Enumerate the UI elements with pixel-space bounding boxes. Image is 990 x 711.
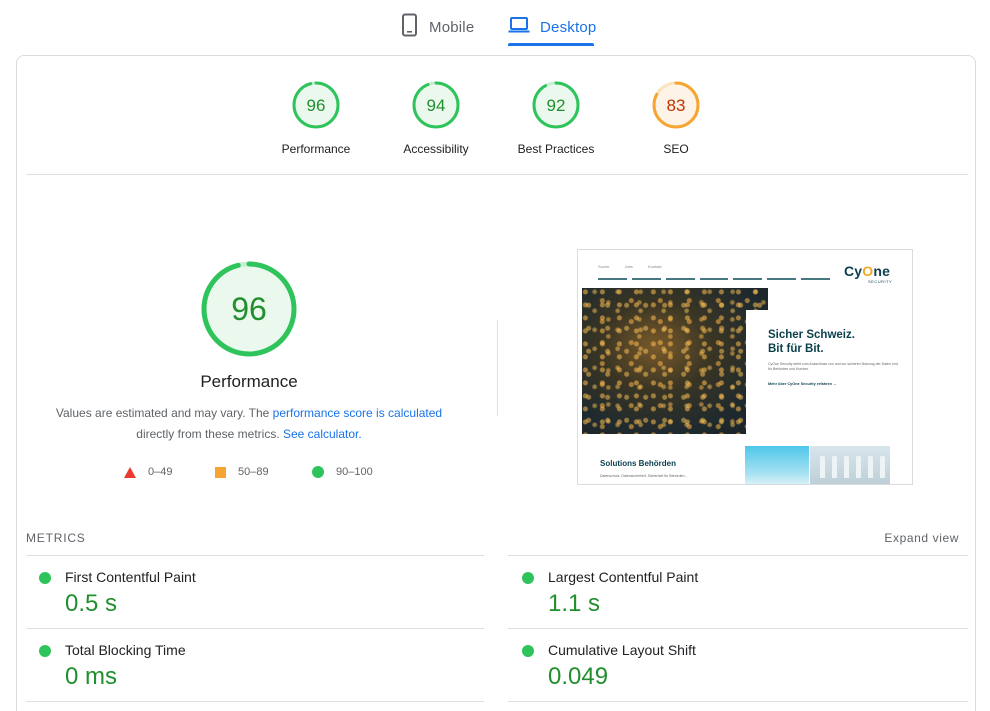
category-gauge-accessibility[interactable]: 94 Accessibility [376,80,496,156]
performance-score-link[interactable]: performance score is calculated [272,406,443,420]
gauge-score: 96 [307,96,326,115]
preview-headline: Sicher Schweiz. Bit für Bit. [768,329,855,355]
divider [26,555,484,556]
metric-largest-contentful-paint: Largest Contentful Paint 1.1 s [509,556,969,628]
gauge-ring: 83 [652,81,700,129]
gauge-ring: 94 [412,81,460,129]
performance-score: 96 [231,291,267,327]
laptop-icon [508,16,530,38]
preview-body-text: CyOne Security steht zum Ausschluss von … [768,362,898,371]
gauge-label: Performance [281,142,351,156]
legend-average: 50–89 [215,464,269,480]
triangle-icon [124,466,136,478]
legend-average-label: 50–89 [238,466,269,478]
preview-hero-image [582,288,768,434]
legend-fail: 0–49 [124,464,172,480]
gauge-label: SEO [663,142,689,156]
gauge-score: 83 [667,96,686,115]
preview-top-links: Suche Jobs Kontakt [598,264,662,269]
pass-circle-icon [522,645,534,657]
preview-hero-panel [746,310,912,436]
metric-total-blocking-time: Total Blocking Time 0 ms [26,629,486,701]
phone-icon [401,13,419,41]
preview-link: Mehr über CyOne Security erfahren → [768,382,837,386]
expand-view-toggle[interactable]: Expand view [884,531,959,545]
legend-pass: 90–100 [312,464,373,480]
category-gauge-seo[interactable]: 83 SEO [616,80,736,156]
preview-section-title: Solutions Behörden [600,459,676,468]
category-gauge-best-practices[interactable]: 92 Best Practices [496,80,616,156]
preview-section-text: Datenschutz, Datensicherheit, Sicherheit… [600,474,688,478]
gauge-score: 92 [547,96,566,115]
metric-name: Total Blocking Time [65,642,186,658]
preview-thumbnail [745,446,809,484]
gauge-label: Best Practices [517,142,595,156]
metric-name: Largest Contentful Paint [548,569,699,585]
metric-value: 0 ms [65,663,118,690]
metric-cumulative-layout-shift: Cumulative Layout Shift 0.049 [509,629,969,701]
gauge-score: 94 [427,96,446,115]
performance-title: Performance [200,372,298,391]
divider [508,628,968,629]
divider [508,555,968,556]
description-text: Values are estimated and may vary. The [55,406,273,420]
divider [26,174,968,175]
legend-fail-label: 0–49 [148,466,173,478]
tab-mobile-label: Mobile [429,18,475,36]
gauge-ring: 96 [292,81,340,129]
metrics-heading: METRICS [26,531,86,545]
description-text: directly from these metrics. [136,426,283,441]
tab-desktop[interactable]: Desktop [508,8,596,46]
metric-value: 1.1 s [548,590,601,617]
circle-icon [312,466,324,478]
device-tabs: Mobile Desktop [0,0,990,56]
gauge-ring: 92 [532,81,580,129]
metric-name: First Contentful Paint [65,569,196,585]
metric-name: Cumulative Layout Shift [548,642,696,658]
legend-pass-label: 90–100 [336,466,373,478]
preview-logo-sub: SECURITY [868,279,893,284]
performance-gauge: 96 [201,261,297,357]
report-card: 96 Performance 94 Accessibility 92 Best … [16,55,976,711]
pass-circle-icon [39,645,51,657]
divider [508,701,968,702]
metric-value: 0.049 [548,663,609,690]
tab-mobile[interactable]: Mobile [401,8,474,46]
category-gauge-performance[interactable]: 96 Performance [256,80,376,156]
square-icon [215,466,226,478]
metric-first-contentful-paint: First Contentful Paint 0.5 s [26,556,486,628]
page-screenshot-preview: Suche Jobs Kontakt CyOne SECURITY Sicher… [577,249,913,485]
gauge-label: Accessibility [403,142,469,156]
preview-thumbnail [810,446,890,484]
preview-nav-bar [598,276,831,282]
tab-desktop-label: Desktop [540,18,597,36]
see-calculator-link[interactable]: See calculator. [282,426,362,441]
divider [26,628,484,629]
pass-circle-icon [522,572,534,584]
divider [497,320,498,416]
pass-circle-icon [39,572,51,584]
metric-value: 0.5 s [65,590,118,617]
divider [26,701,484,702]
active-tab-indicator [508,43,594,46]
performance-description: Values are estimated and may vary. The p… [47,403,451,444]
preview-logo: CyOne [844,263,891,279]
